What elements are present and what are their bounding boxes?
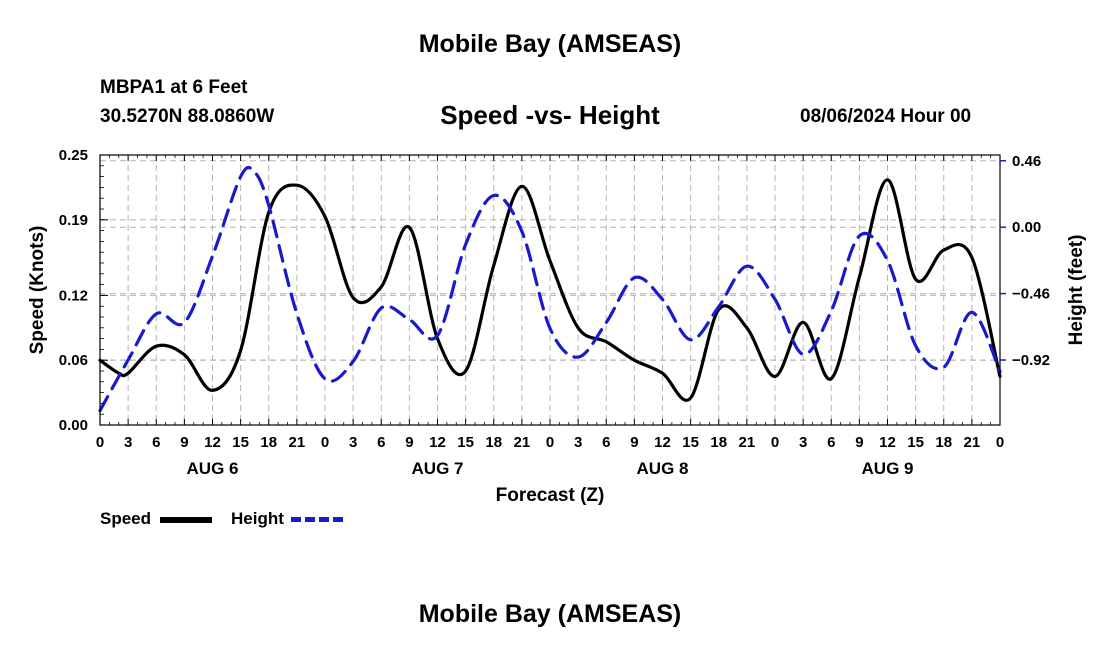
x-tick-label: 15	[682, 434, 699, 451]
y-right-tick-label: 0.00	[1012, 219, 1041, 236]
x-tick-label: 18	[260, 434, 277, 451]
series-line-speed	[98, 178, 1002, 402]
x-tick-label: 3	[349, 434, 357, 451]
x-tick-label: 15	[907, 434, 924, 451]
x-tick-label: 9	[855, 434, 863, 451]
grid-lines	[100, 155, 1000, 425]
y-axis-left-label: Speed (Knots)	[27, 226, 48, 355]
y-right-tick-label: 0.46	[1012, 153, 1041, 170]
x-tick-label: 3	[799, 434, 807, 451]
x-tick-label: 15	[232, 434, 249, 451]
y-left-tick-label: 0.19	[59, 212, 88, 229]
x-tick-label: 6	[152, 434, 160, 451]
main-title: Mobile Bay (AMSEAS)	[418, 30, 682, 58]
x-tick-label: 9	[630, 434, 638, 451]
x-tick-label: 21	[289, 434, 306, 451]
x-tick-label: 3	[124, 434, 132, 451]
x-tick-label: 6	[827, 434, 835, 451]
x-tick-label: 21	[964, 434, 981, 451]
y-right-tick-label: −0.92	[1012, 352, 1050, 369]
x-tick-label: 0	[771, 434, 779, 451]
x-tick-label: 3	[574, 434, 582, 451]
x-tick-label: 0	[321, 434, 329, 451]
x-tick-label: 18	[485, 434, 502, 451]
day-label: AUG 6	[187, 459, 239, 478]
x-tick-label: 12	[204, 434, 221, 451]
x-tick-label: 12	[879, 434, 896, 451]
axes: 0 3 6 9 12 15 18 21 0 3 6 9 12 15 18 21 0 3 6 9 12 15 18 21 0 3 6 9…	[59, 147, 1050, 478]
y-left-tick-label: 0.12	[59, 287, 88, 304]
x-tick-label: 0	[96, 434, 104, 451]
x-tick-label: 12	[429, 434, 446, 451]
day-label: AUG 8	[637, 459, 689, 478]
series-layer	[98, 165, 1002, 413]
legend-height-label: Height	[231, 509, 284, 528]
legend-speed-label: Speed	[100, 509, 152, 528]
x-tick-label: 18	[935, 434, 952, 451]
legend-speed-swatch	[160, 517, 212, 523]
x-tick-label: 6	[377, 434, 385, 451]
x-tick-label: 12	[654, 434, 671, 451]
y-right-tick-label: −0.46	[1012, 286, 1050, 303]
day-label: AUG 7	[412, 459, 464, 478]
x-tick-label: 21	[514, 434, 531, 451]
y-axis-right-label: Height (feet)	[1066, 235, 1087, 346]
x-tick-label: 18	[710, 434, 727, 451]
x-tick-label: 15	[457, 434, 474, 451]
x-axis-label: Forecast (Z)	[496, 485, 605, 506]
footer-title: Mobile Bay (AMSEAS)	[418, 600, 682, 628]
x-tick-label: 9	[180, 434, 188, 451]
day-label: AUG 9	[862, 459, 914, 478]
x-tick-label: 9	[405, 434, 413, 451]
y-left-tick-label: 0.00	[59, 417, 88, 434]
y-left-tick-label: 0.06	[59, 352, 88, 369]
y-left-tick-label: 0.25	[59, 147, 88, 164]
legend-height-swatch	[291, 517, 343, 522]
x-tick-label: 0	[546, 434, 554, 451]
station-label: MBPA1 at 6 Feet	[100, 77, 248, 98]
coordinates-label: 30.5270N 88.0860W	[100, 106, 275, 127]
x-tick-label: 0	[996, 434, 1004, 451]
x-tick-label: 6	[602, 434, 610, 451]
forecast-datetime: 08/06/2024 Hour 00	[800, 106, 972, 127]
x-tick-label: 21	[739, 434, 756, 451]
chart-subtitle: Speed -vs- Height	[440, 100, 660, 130]
series-line-height	[98, 165, 1002, 413]
